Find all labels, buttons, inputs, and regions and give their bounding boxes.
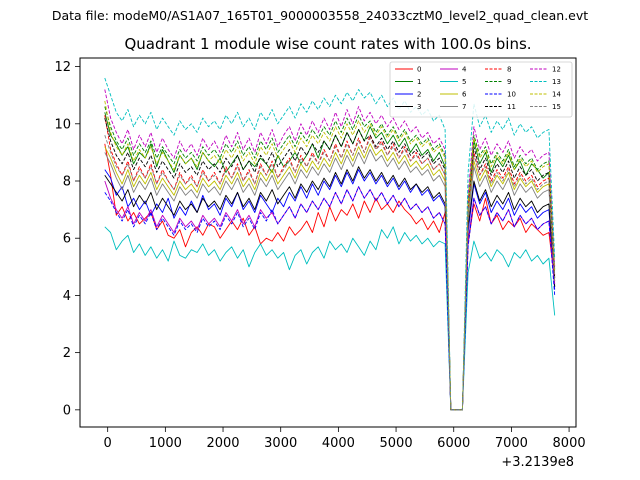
legend-label-2: 2 (417, 91, 421, 99)
series-line-5 (104, 226, 556, 411)
x-axis: 0 1000 2000 3000 4000 5000 6000 7000 8000 (104, 427, 586, 451)
y-tick-label: 12 (54, 60, 71, 75)
legend-box (389, 61, 573, 118)
axes-frame (79, 57, 577, 428)
series-line-2 (104, 169, 556, 411)
series-line-14 (104, 100, 556, 411)
x-tick-label: 5000 (380, 436, 413, 451)
legend-label-14: 14 (552, 91, 561, 99)
legend-label-0: 0 (417, 66, 421, 74)
x-tick-label: 1000 (149, 436, 182, 451)
series-line-13 (104, 77, 556, 411)
x-tick-label: 3000 (264, 436, 297, 451)
y-tick-label: 6 (63, 232, 71, 247)
legend-label-6: 6 (462, 91, 467, 99)
series-line-10 (104, 186, 556, 411)
series-line-3 (104, 166, 556, 411)
series-line-15 (104, 135, 556, 411)
x-tick-label: 4000 (322, 436, 355, 451)
y-tick-label: 4 (63, 289, 71, 304)
y-axis: 0 2 4 6 8 10 12 (54, 60, 80, 418)
series-line-6 (104, 143, 556, 411)
legend-label-3: 3 (417, 103, 421, 111)
y-tick-label: 10 (54, 117, 71, 132)
x-tick-label: 8000 (553, 436, 586, 451)
legend-label-11: 11 (507, 103, 516, 111)
legend-label-10: 10 (507, 91, 516, 99)
x-axis-offset-label: +3.2139e8 (501, 455, 574, 470)
x-tick-label: 6000 (437, 436, 470, 451)
figure-suptitle: Data file: modeM0/AS1A07_165T01_90000035… (52, 8, 588, 23)
y-tick-label: 0 (63, 403, 71, 418)
series-line-11 (104, 117, 556, 411)
series-line-9 (104, 106, 556, 411)
legend-label-15: 15 (552, 103, 561, 111)
legend-label-5: 5 (462, 78, 466, 86)
x-tick-label: 0 (104, 436, 112, 451)
legend-label-7: 7 (462, 103, 466, 111)
legend-label-1: 1 (417, 78, 421, 86)
legend-label-8: 8 (507, 66, 511, 74)
x-tick-label: 7000 (495, 436, 528, 451)
legend-label-12: 12 (552, 66, 561, 74)
series-layer (104, 77, 556, 411)
legend-label-4: 4 (462, 66, 467, 74)
x-tick-label: 2000 (206, 436, 239, 451)
chart-title: Quadrant 1 module wise count rates with … (124, 35, 531, 53)
legend-label-9: 9 (507, 78, 511, 86)
series-line-12 (104, 89, 556, 411)
plot-area (79, 57, 577, 428)
legend-label-13: 13 (552, 78, 561, 86)
y-tick-label: 2 (63, 346, 71, 361)
y-tick-label: 8 (63, 175, 71, 190)
series-line-7 (104, 149, 556, 411)
